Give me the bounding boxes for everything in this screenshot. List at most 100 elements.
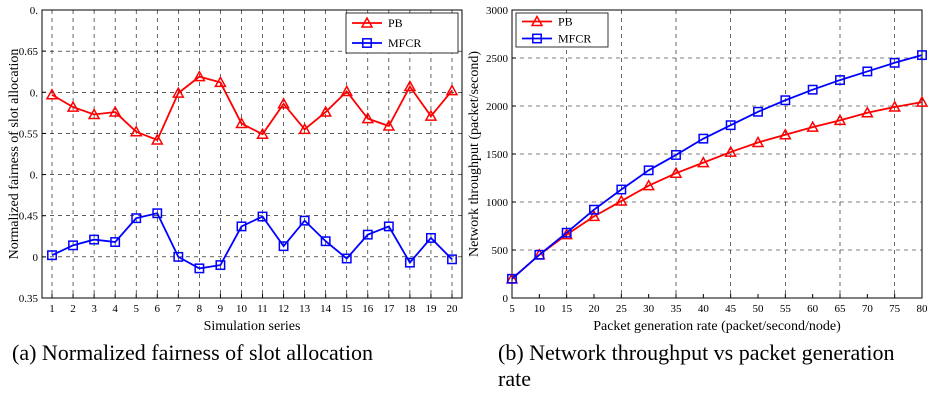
data-point-pb — [888, 100, 901, 112]
data-point-mfcr — [447, 254, 457, 265]
data-point-mfcr — [616, 184, 627, 195]
data-point-pb — [193, 70, 206, 82]
x-tick-label: 10 — [236, 303, 248, 315]
data-point-mfcr — [917, 50, 927, 61]
data-point-mfcr — [862, 66, 873, 77]
data-point-mfcr — [320, 236, 331, 247]
x-tick-label: 12 — [278, 303, 289, 315]
y-tick-label: 0. — [30, 170, 39, 182]
data-point-pb — [697, 156, 710, 168]
data-point-pb — [298, 122, 311, 135]
y-tick-label: 0. — [30, 5, 39, 17]
data-point-mfcr — [278, 241, 289, 252]
legend-label-mfcr: MFCR — [558, 32, 591, 46]
x-tick-label: 40 — [698, 303, 710, 315]
data-point-mfcr — [753, 106, 763, 117]
data-point-pb — [361, 112, 375, 124]
data-point-pb — [779, 128, 792, 140]
data-point-mfcr — [889, 57, 900, 68]
plot-frame — [511, 9, 923, 299]
data-point-pb — [587, 209, 601, 222]
x-tick-label: 80 — [917, 303, 929, 315]
x-tick-label: 3 — [91, 303, 97, 315]
data-point-mfcr — [152, 208, 163, 219]
x-tick-label: 15 — [341, 303, 353, 315]
y-tick-label: 0 — [503, 293, 509, 305]
x-tick-label: 14 — [320, 303, 332, 315]
data-point-mfcr — [257, 211, 268, 222]
data-point-pb — [833, 113, 847, 126]
data-point-mfcr — [131, 213, 142, 224]
y-tick-label: 1000 — [486, 197, 509, 209]
data-point-pb — [382, 119, 396, 131]
x-tick-label: 4 — [112, 303, 118, 315]
data-point-pb — [319, 105, 332, 117]
y-tick-label: 2000 — [486, 101, 509, 113]
data-point-mfcr — [507, 273, 517, 284]
y-tick-label: 0. — [30, 87, 39, 99]
data-point-mfcr — [299, 215, 310, 226]
data-point-pb — [150, 133, 164, 145]
x-tick-label: 70 — [862, 303, 874, 315]
x-tick-label: 50 — [753, 303, 765, 315]
y-tick-label: 0.45 — [19, 211, 39, 223]
data-point-mfcr — [194, 263, 205, 274]
x-tick-label: 35 — [671, 303, 683, 315]
data-point-pb — [256, 127, 269, 140]
data-point-pb — [214, 75, 227, 88]
x-tick-label: 13 — [299, 303, 311, 315]
data-point-pb — [669, 166, 683, 178]
data-point-pb — [403, 79, 417, 92]
y-tick-label: 0.35 — [19, 293, 39, 305]
data-point-mfcr — [173, 251, 184, 262]
x-tick-label: 2 — [70, 303, 76, 315]
data-point-mfcr — [725, 120, 736, 131]
x-tick-label: 9 — [218, 303, 224, 315]
x-tick-label: 16 — [362, 303, 374, 315]
data-point-pb — [445, 84, 459, 96]
y-tick-label: 0.65 — [19, 46, 39, 58]
data-point-mfcr — [341, 253, 352, 264]
x-tick-label: 20 — [589, 303, 601, 315]
data-point-mfcr — [110, 237, 121, 247]
legend-box — [345, 12, 459, 54]
data-point-mfcr — [780, 95, 791, 106]
x-tick-label: 60 — [807, 303, 819, 315]
x-tick-label: 1 — [49, 303, 55, 315]
data-point-mfcr — [561, 227, 572, 238]
data-point-pb — [108, 105, 122, 117]
caption-b: (b) Network throughput vs packet generat… — [498, 340, 895, 391]
x-tick-label: 25 — [616, 303, 628, 315]
x-tick-label: 6 — [155, 303, 161, 315]
data-point-pb — [87, 107, 101, 120]
data-point-mfcr — [47, 250, 57, 261]
legend-box — [515, 12, 609, 48]
legend-marker-pb — [530, 14, 544, 27]
x-tick-label: 75 — [889, 303, 901, 315]
legend-label-pb: PB — [388, 16, 403, 30]
plot-frame — [41, 9, 463, 299]
data-point-pb — [129, 125, 143, 137]
data-point-mfcr — [383, 221, 394, 232]
data-point-mfcr — [362, 229, 373, 240]
y-tick-label: 0 — [33, 252, 39, 264]
data-point-mfcr — [404, 257, 415, 268]
series-line-mfcr — [511, 54, 923, 280]
data-point-mfcr — [68, 240, 79, 251]
data-point-pb — [915, 95, 929, 107]
data-point-pb — [615, 194, 628, 206]
data-point-pb — [172, 86, 185, 98]
y-tick-label: 500 — [492, 245, 509, 257]
y-tick-label: 2500 — [486, 53, 509, 65]
data-point-mfcr — [835, 75, 845, 86]
x-tick-label: 11 — [257, 303, 268, 315]
data-point-pb — [235, 117, 248, 129]
legend-marker-mfcr — [362, 38, 372, 48]
legend-label-mfcr: MFCR — [388, 36, 421, 50]
x-tick-label: 20 — [447, 303, 459, 315]
x-tick-label: 18 — [404, 303, 416, 315]
y-tick-label: 3000 — [486, 5, 509, 17]
y-axis-label: Normalized fairness of slot allocation — [7, 49, 22, 260]
x-tick-label: 55 — [780, 303, 792, 315]
